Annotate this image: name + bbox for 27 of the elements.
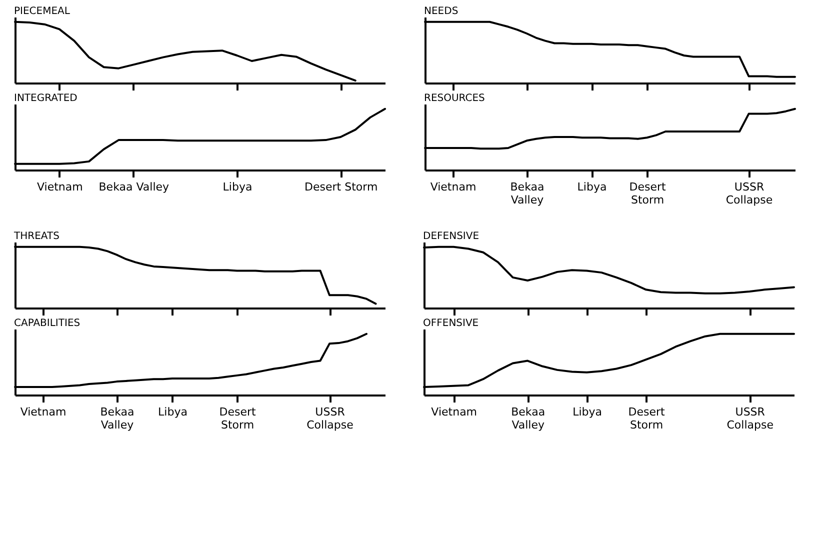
x-tick-label: USSR Collapse: [726, 180, 773, 206]
x-tick-label: USSR Collapse: [726, 406, 774, 432]
x-tick-label: USSR Collapse: [306, 406, 354, 432]
x-tick-label: Vietnam: [431, 406, 478, 418]
x-tick-label: Desert Storm: [219, 406, 256, 432]
x-tick-label: Vietnam: [36, 180, 83, 194]
x-tick-label: Libya: [577, 180, 607, 194]
chart-title: PIECEMEAL: [14, 6, 70, 17]
chart-title: RESOURCES: [424, 93, 485, 104]
chart-title: OFFENSIVE: [423, 318, 479, 329]
x-tick-label: Vietnam: [430, 180, 476, 194]
x-tick-label: Libya: [222, 180, 252, 194]
chart-title: DEFENSIVE: [423, 231, 480, 242]
x-tick-label: Bekaa Valley: [510, 180, 544, 206]
x-tick-label: Bekaa Valley: [100, 406, 134, 432]
x-tick-label: Libya: [158, 406, 188, 418]
x-tick-label: Bekaa Valley: [511, 406, 546, 432]
x-tick-label: Libya: [572, 406, 602, 418]
x-tick-label: Desert Storm: [629, 180, 666, 206]
x-tick-label: Bekaa Valley: [98, 180, 170, 194]
x-tick-label: Desert Storm: [628, 406, 666, 432]
x-tick-label: Desert Storm: [304, 180, 378, 194]
x-tick-label: Vietnam: [20, 406, 66, 418]
chart-title: INTEGRATED: [14, 93, 78, 104]
chart-title: NEEDS: [424, 6, 458, 17]
chart-title: THREATS: [13, 231, 60, 242]
chart-title: CAPABILITIES: [14, 318, 80, 329]
